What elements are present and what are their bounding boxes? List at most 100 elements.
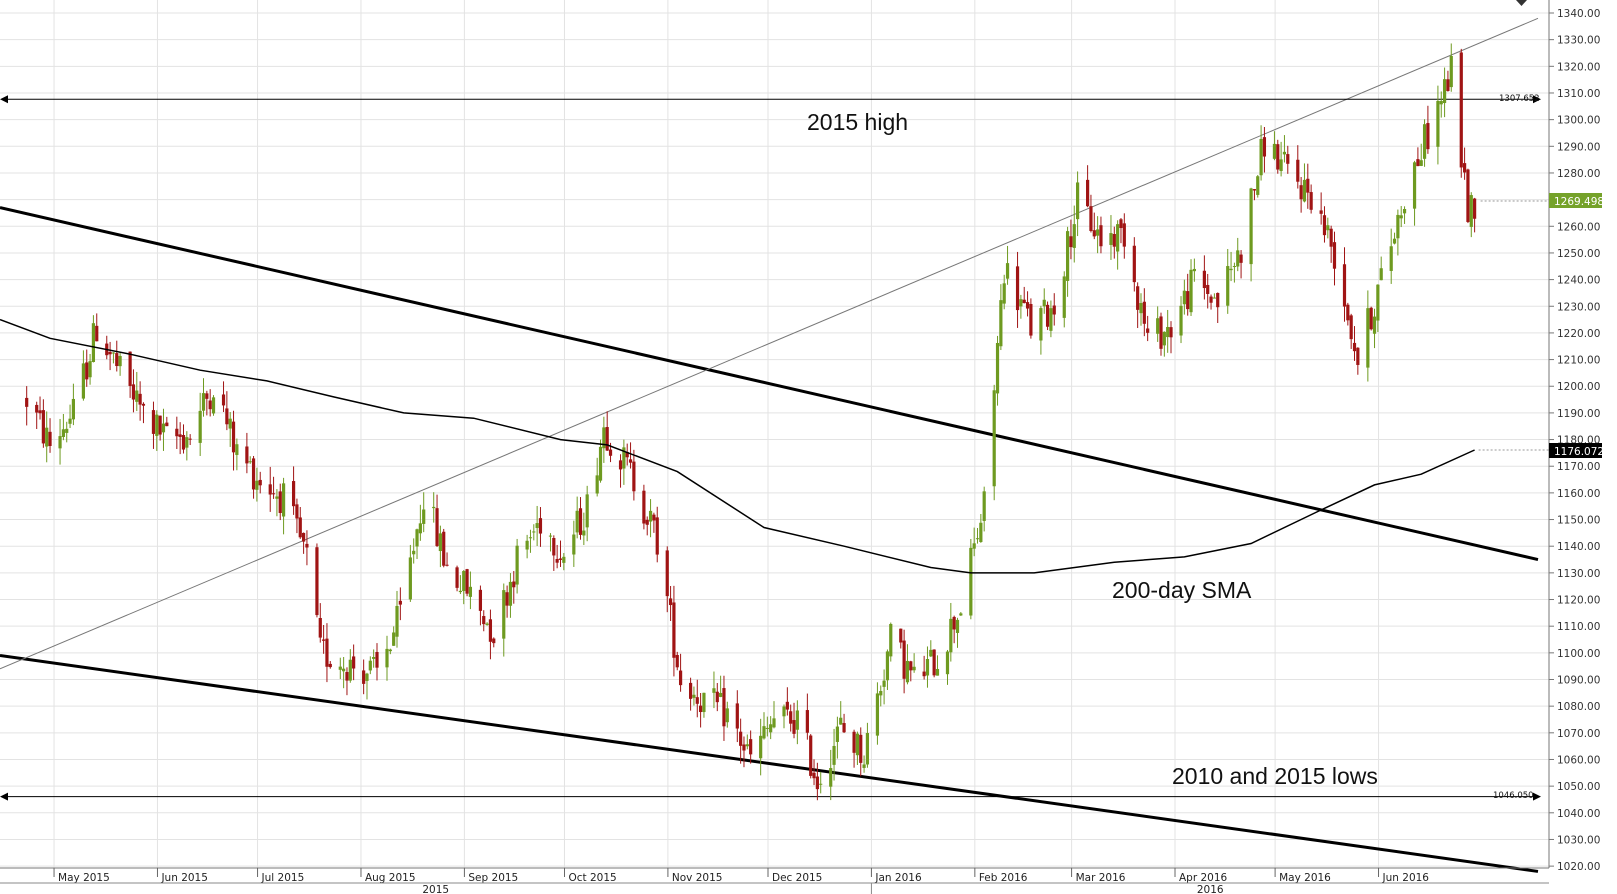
candle-body bbox=[578, 508, 583, 535]
y-axis: 1020.00 1030.00 1040.00 1050.00 1060.00 1070.… bbox=[1549, 8, 1600, 873]
candle-body bbox=[1189, 269, 1193, 313]
candle-body bbox=[852, 731, 856, 753]
x-tick-label: Aug 2015 bbox=[365, 872, 416, 884]
y-tick-label: 1090.00 bbox=[1557, 675, 1600, 687]
candle-body bbox=[1092, 230, 1096, 237]
candle-body bbox=[595, 475, 599, 494]
candle-body bbox=[992, 390, 996, 487]
candle-body bbox=[885, 651, 890, 681]
candle-body bbox=[1142, 301, 1146, 324]
y-tick-label: 1300.00 bbox=[1557, 115, 1600, 127]
candle-body bbox=[722, 688, 726, 727]
candle-body bbox=[48, 431, 52, 446]
y-tick-label: 1240.00 bbox=[1557, 275, 1600, 287]
candle-body bbox=[338, 666, 342, 670]
candle-body bbox=[975, 538, 980, 540]
candle-body bbox=[1162, 331, 1166, 346]
candle-body bbox=[645, 519, 649, 525]
y-tick-label: 1320.00 bbox=[1557, 61, 1600, 73]
candle-body bbox=[979, 522, 983, 542]
candle-body bbox=[1389, 246, 1393, 271]
candle-body bbox=[1473, 198, 1477, 219]
candle-body bbox=[608, 449, 613, 456]
candle-body bbox=[715, 691, 719, 703]
candle-body bbox=[318, 617, 322, 638]
candle-body bbox=[298, 517, 302, 538]
candle-body bbox=[315, 547, 319, 616]
x-tick-label: Apr 2016 bbox=[1179, 872, 1228, 884]
candle-body bbox=[158, 415, 162, 435]
candle-body bbox=[805, 710, 809, 733]
candle-body bbox=[161, 423, 166, 433]
candle-body bbox=[1276, 144, 1280, 170]
scroll-arrow-icon[interactable] bbox=[1516, 0, 1527, 6]
candle-body bbox=[925, 659, 930, 676]
candle-body bbox=[392, 632, 396, 646]
candle-body bbox=[548, 535, 553, 537]
candle-body bbox=[342, 668, 346, 672]
y-tick-label: 1340.00 bbox=[1557, 8, 1600, 20]
candle-body bbox=[582, 530, 586, 536]
candle-body bbox=[178, 434, 182, 437]
candle-body bbox=[488, 619, 493, 642]
candle-body bbox=[632, 461, 636, 492]
candle-body bbox=[1379, 268, 1383, 281]
candle-body bbox=[251, 458, 256, 490]
y-tick-label: 1140.00 bbox=[1557, 541, 1600, 553]
candle-body bbox=[465, 569, 469, 594]
arrow-left-icon bbox=[0, 95, 8, 104]
candle-body bbox=[225, 408, 229, 425]
candle-body bbox=[188, 438, 192, 440]
candle-body bbox=[769, 724, 773, 733]
y-tick-label: 1280.00 bbox=[1557, 168, 1600, 180]
candle-body bbox=[1399, 215, 1403, 219]
candle-body bbox=[141, 403, 146, 406]
candle-body bbox=[819, 783, 823, 785]
candle-body bbox=[175, 428, 179, 437]
y-tick-label: 1210.00 bbox=[1557, 355, 1600, 367]
candle-body bbox=[575, 510, 579, 533]
candle-body bbox=[772, 718, 776, 728]
candle-body bbox=[468, 586, 473, 597]
candle-body bbox=[789, 711, 793, 724]
candle-body bbox=[505, 592, 509, 606]
candle-body bbox=[415, 529, 419, 547]
candle-body bbox=[725, 708, 729, 723]
candle-body bbox=[1236, 250, 1240, 267]
candle-body bbox=[445, 564, 449, 566]
y-tick-label: 1330.00 bbox=[1557, 35, 1600, 47]
candle-body bbox=[135, 390, 139, 402]
candle-body bbox=[879, 690, 883, 696]
candle-body bbox=[482, 616, 486, 625]
candle-body bbox=[375, 651, 379, 668]
candle-body bbox=[1005, 263, 1010, 279]
candle-body bbox=[221, 394, 226, 406]
candle-body bbox=[478, 589, 483, 611]
descending-channel-upper-line bbox=[0, 206, 1539, 561]
candle-body bbox=[558, 558, 563, 560]
candle-body bbox=[88, 361, 92, 378]
candle-body bbox=[1463, 163, 1467, 173]
candle-body bbox=[1065, 231, 1070, 281]
candle-body bbox=[362, 670, 366, 684]
candle-body bbox=[1116, 224, 1120, 252]
candle-body bbox=[762, 726, 766, 739]
candle-body bbox=[532, 531, 536, 533]
candle-body bbox=[1179, 305, 1183, 336]
candle-body bbox=[512, 581, 516, 588]
candle-body bbox=[185, 437, 189, 448]
candle-body bbox=[1459, 52, 1463, 168]
candle-body bbox=[1402, 208, 1407, 214]
candle-body bbox=[1086, 179, 1090, 207]
x-tick-label: Jan 2016 bbox=[874, 872, 922, 884]
candlesticks bbox=[25, 43, 1477, 801]
candle-body bbox=[398, 600, 402, 605]
candle-body bbox=[1426, 123, 1430, 150]
candle-body bbox=[949, 618, 953, 653]
candle-body bbox=[1022, 299, 1026, 304]
candle-body bbox=[435, 508, 439, 546]
candle-body bbox=[735, 703, 739, 729]
x-tick-label: Dec 2015 bbox=[772, 872, 822, 884]
x-tick-label: May 2015 bbox=[58, 872, 110, 884]
